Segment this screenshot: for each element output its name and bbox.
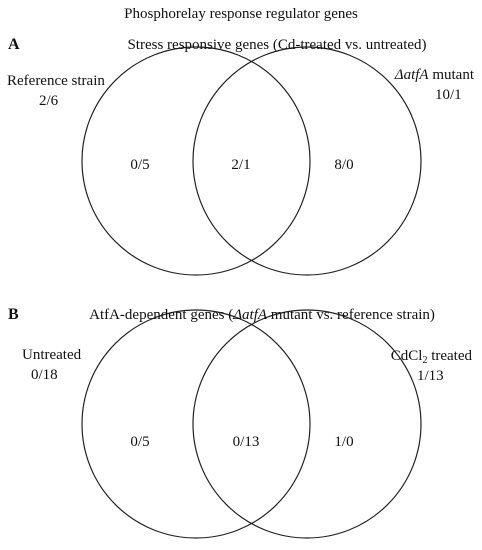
panel-b-right-circle <box>192 309 422 539</box>
panel-a-letter: A <box>8 36 20 53</box>
panel-a-heading: Stress responsive genes (Cd-treated vs. … <box>127 37 427 53</box>
panel-b-left-circle <box>81 309 311 539</box>
panel-a-left-only-count: 0/5 <box>130 157 150 173</box>
panel-b-left-set-label: Untreated <box>22 347 82 363</box>
panel-b-heading-italic: ΔatfA <box>233 307 268 323</box>
panel-b-right-set-counts: 1/13 <box>417 368 444 384</box>
panel-b-right-set-label: CdCl2 treated <box>390 348 472 366</box>
treated-word: treated <box>427 348 472 364</box>
panel-a-left-set-label: Reference strain <box>7 73 105 89</box>
panel-b-heading-prefix: AtfA-dependent genes ( <box>89 307 234 323</box>
delta-atfa-italic: ΔatfA <box>394 67 429 83</box>
panel-a-left-set-counts: 2/6 <box>39 93 59 109</box>
figure-title: Phosphorelay response regulator genes <box>124 6 358 22</box>
mutant-word: mutant <box>428 67 474 83</box>
panel-a-right-circle <box>192 46 422 276</box>
panel-a-overlap-count: 2/1 <box>231 157 251 173</box>
panel-b-left-only-count: 0/5 <box>130 434 150 450</box>
panel-a-right-set-label: ΔatfA mutant <box>395 68 474 83</box>
panel-b-overlap-count: 0/13 <box>232 434 260 450</box>
panel-b-right-only-count: 1/0 <box>334 434 354 450</box>
panel-a-right-only-count: 8/0 <box>334 157 354 173</box>
cdcl-main: CdCl <box>390 348 423 364</box>
panel-b-letter: B <box>8 306 19 323</box>
panel-a-right-set-counts: 10/1 <box>435 87 462 103</box>
panel-b-heading-suffix: mutant vs. reference strain) <box>267 307 435 323</box>
panel-b-left-set-counts: 0/18 <box>31 367 58 383</box>
panel-a-left-circle <box>81 46 311 276</box>
panel-b-heading: AtfA-dependent genes (ΔatfA mutant vs. r… <box>89 308 435 323</box>
cdcl-subscript: 2 <box>422 355 428 366</box>
